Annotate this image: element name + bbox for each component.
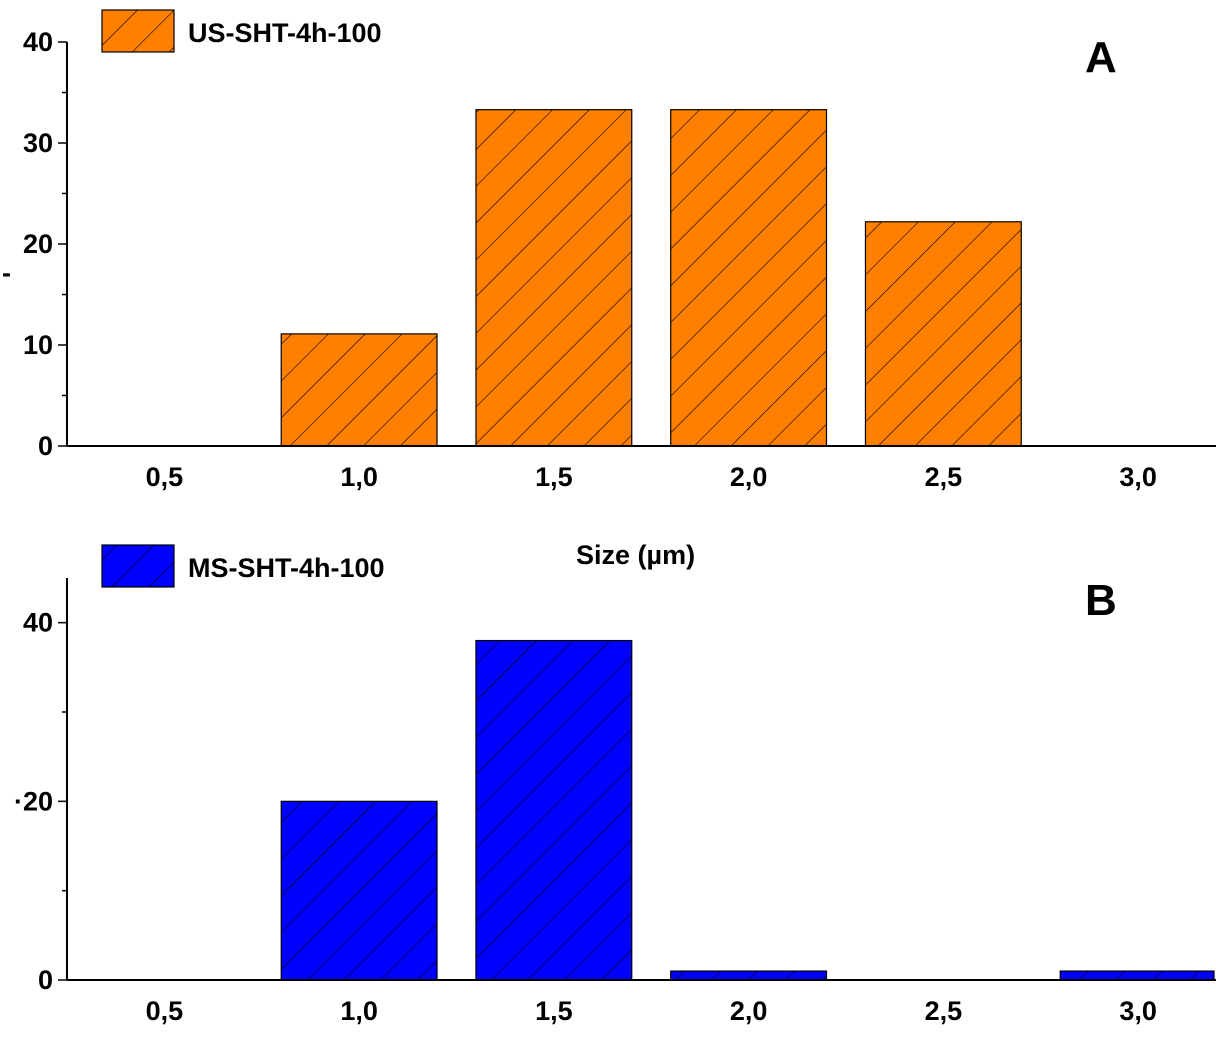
x-tick-label-b: 3,0: [1119, 996, 1157, 1026]
legend-swatch-us-sht: [101, 9, 175, 53]
bar-b-3: [670, 970, 828, 981]
y-tick-label-a: 40: [23, 27, 53, 57]
y-tick-label-b: ·20: [14, 786, 53, 816]
y-tick-label-a: 20: [23, 229, 53, 259]
x-tick-label-b: 1,5: [535, 996, 573, 1026]
panel-label-b: B: [1085, 576, 1117, 625]
panel-label-a: A: [1085, 33, 1117, 82]
panel-a-bars: [280, 109, 1022, 447]
bar-a-2: [475, 109, 633, 447]
bar-b-1: [280, 800, 438, 981]
bar-a-4: [864, 221, 1022, 447]
bar-b-2: [475, 639, 633, 981]
panel-b-legend: MS-SHT-4h-100: [101, 544, 385, 588]
x-tick-label-a: 3,0: [1119, 462, 1157, 492]
panel-a-chart: 0 10 20 30 40 0,5 1,0 1,5 2,0 2,5 3,0 US-SHT-4h-10…: [23, 9, 1216, 492]
panel-a-legend: US-SHT-4h-100: [101, 9, 382, 53]
x-axis-title: Size (µm): [576, 540, 695, 570]
y-tick-label-a: 0: [38, 431, 53, 461]
bar-a-3: [670, 109, 828, 447]
y-tick-label-b: 0: [38, 965, 53, 995]
x-tick-label-a: 2,0: [730, 462, 768, 492]
legend-label-us-sht: US-SHT-4h-100: [188, 18, 382, 48]
y-tick-label-a: 30: [23, 128, 53, 158]
panel-b-axes: 0 ·20 40 0,5 1,0 1,5 2,0 2,5 3,0: [14, 578, 1216, 1026]
x-tick-label-a: 0,5: [146, 462, 184, 492]
y-tick-label-a: 10: [23, 330, 53, 360]
stray-tick-mark: -: [2, 258, 11, 288]
x-tick-label-b: 1,0: [340, 996, 378, 1026]
panel-b-chart: 0 ·20 40 0,5 1,0 1,5 2,0 2,5 3,0 MS-SHT-4h-100 B: [14, 544, 1216, 1026]
x-tick-label-a: 1,0: [340, 462, 378, 492]
x-tick-label-a: 2,5: [925, 462, 963, 492]
x-tick-label-b: 2,5: [925, 996, 963, 1026]
x-tick-label-b: 2,0: [730, 996, 768, 1026]
x-tick-label-b: 0,5: [146, 996, 184, 1026]
bar-b-5: [1059, 970, 1215, 981]
panel-a-axes: 0 10 20 30 40 0,5 1,0 1,5 2,0 2,5 3,0: [23, 27, 1216, 492]
bar-a-1: [280, 333, 438, 447]
y-tick-label-b: 40: [23, 608, 53, 638]
panel-b-bars: [280, 639, 1215, 981]
x-tick-label-a: 1,5: [535, 462, 573, 492]
legend-label-ms-sht: MS-SHT-4h-100: [188, 553, 385, 583]
legend-swatch-ms-sht: [101, 544, 175, 588]
